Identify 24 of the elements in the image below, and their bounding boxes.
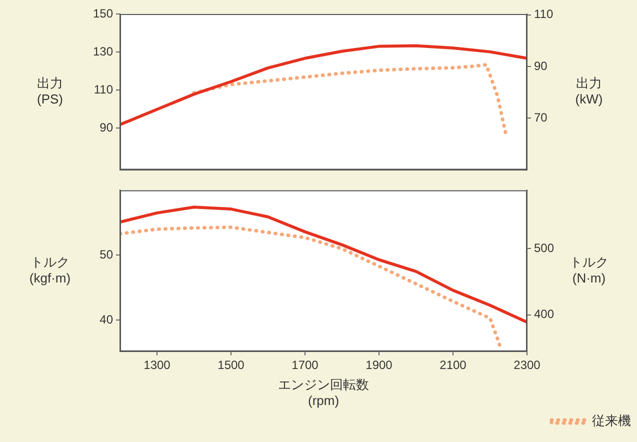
y-axis-title: トルク (kgf·m): [29, 254, 71, 286]
x-tick-label: 1700: [292, 358, 319, 372]
x-tick-label: 2100: [440, 358, 467, 372]
x-tick-label: 1300: [144, 358, 171, 372]
y-tick-label: 50: [100, 248, 114, 262]
y2-axis-title: 出力 (kW): [575, 75, 603, 106]
y2-tick-label: 90: [534, 58, 548, 73]
y-tick-label: 130: [92, 44, 114, 58]
x-tick-label: 1500: [218, 358, 245, 372]
x-tick-label: 2300: [514, 358, 541, 372]
y2-tick-label: 400: [534, 307, 554, 322]
line-series: [192, 62, 508, 136]
y-tick-label: 110: [94, 82, 114, 96]
y-tick-label: 40: [100, 312, 114, 327]
y-tick-label: 150: [92, 6, 114, 20]
y-tick-label: 90: [100, 120, 114, 134]
y2-tick-label: 70: [534, 110, 548, 124]
x-axis-title: エンジン回転数 (rpm): [278, 377, 369, 408]
y2-tick-label: 110: [534, 7, 554, 22]
y-axis-title: 出力 (PS): [37, 75, 63, 106]
legend-label: 従来機: [592, 413, 631, 428]
y2-tick-label: 500: [534, 240, 554, 255]
y2-axis-title: トルク (N·m): [570, 254, 608, 286]
x-tick-label: 1900: [366, 358, 393, 372]
